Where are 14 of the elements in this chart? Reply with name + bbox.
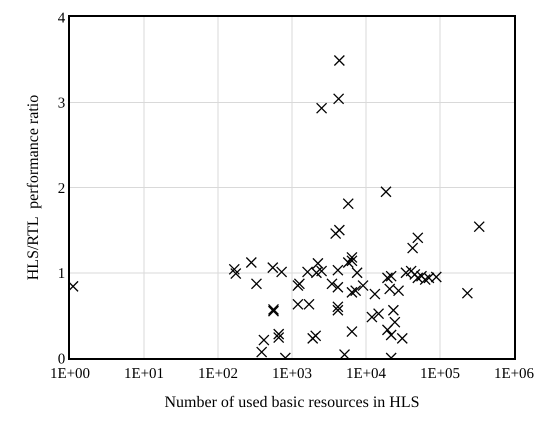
y-tick-label: 3 [58, 96, 66, 112]
x-tick-label: 1E+01 [124, 366, 164, 382]
y-tick-label: 2 [58, 180, 66, 197]
x-tick-label: 1E+04 [346, 366, 387, 382]
x-tick-label: 1E+03 [272, 366, 312, 382]
y-tick-label: 1 [58, 266, 66, 282]
x-tick-label: 1E+00 [50, 366, 90, 382]
x-axis-title: Number of used basic resources in HLS [164, 394, 420, 411]
y-axis-title: HLS/RTL performance ratio [25, 94, 42, 280]
y-tick-label: 4 [58, 10, 66, 26]
y-tick-label: 0 [58, 351, 66, 368]
x-tick-label: 1E+02 [198, 366, 238, 382]
x-tick-label: 1E+06 [494, 366, 535, 382]
x-tick-label: 1E+05 [420, 366, 460, 382]
